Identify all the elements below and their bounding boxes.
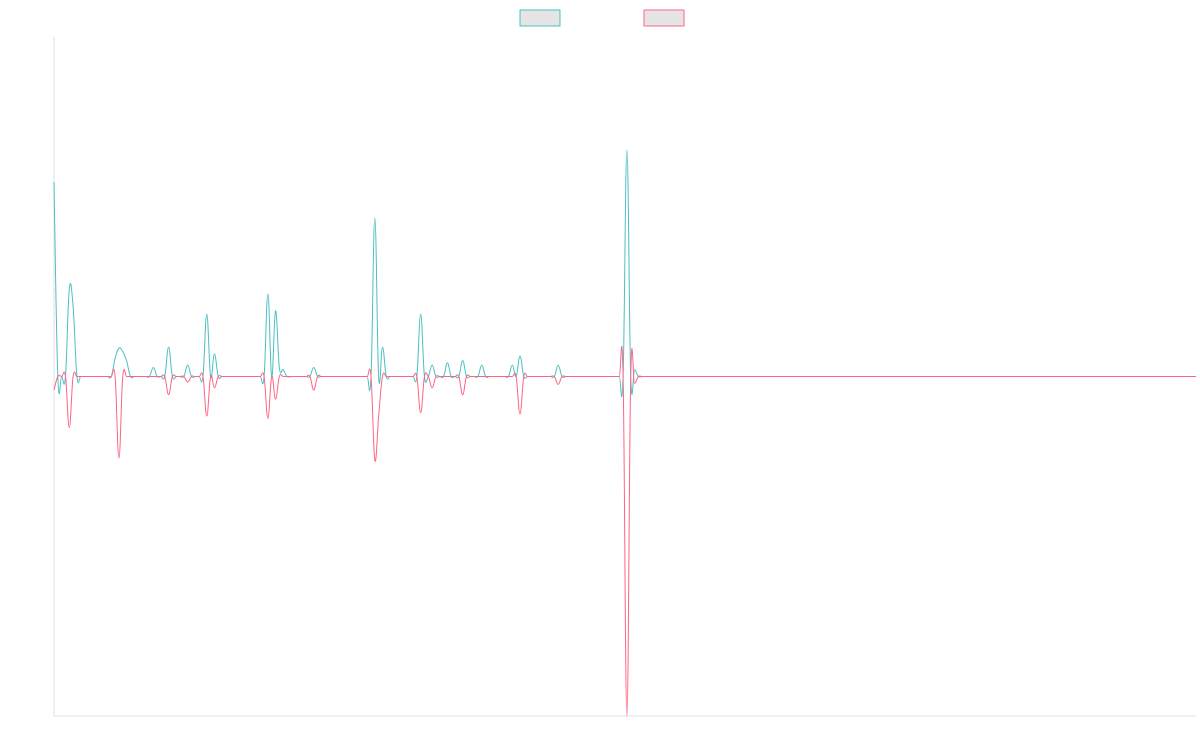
series-line-1 xyxy=(53,345,1196,717)
legend-swatch-1[interactable] xyxy=(643,9,685,27)
legend-item-1[interactable] xyxy=(643,9,685,27)
legend-item-0[interactable] xyxy=(519,9,561,27)
series-line-0 xyxy=(53,149,1196,397)
axes xyxy=(53,37,1196,717)
series-layer xyxy=(53,149,1196,717)
legend xyxy=(519,9,685,27)
legend-swatch-0[interactable] xyxy=(519,9,561,27)
